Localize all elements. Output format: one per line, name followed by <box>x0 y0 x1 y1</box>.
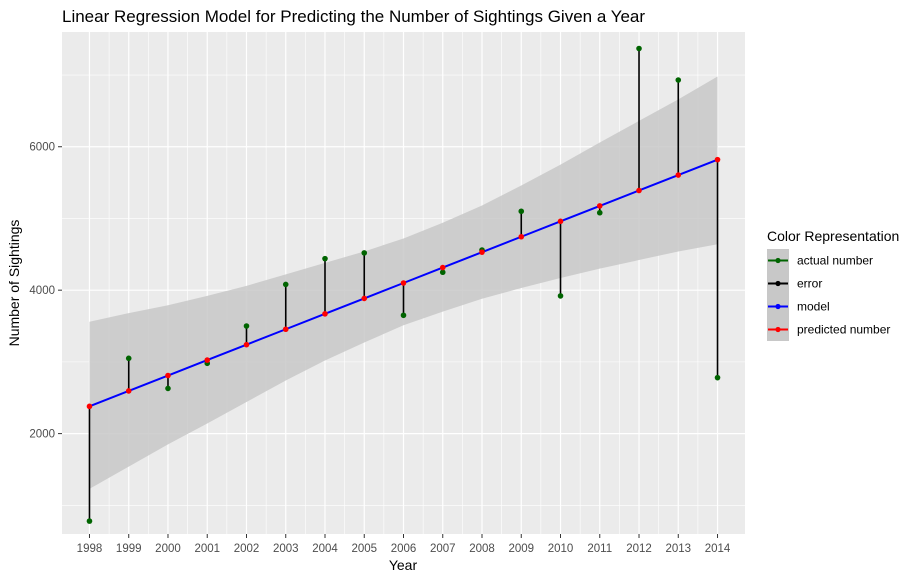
x-tick-label: 2006 <box>391 543 417 555</box>
legend-label: actual number <box>797 254 873 268</box>
predicted-point <box>204 357 211 363</box>
legend-items: actual number error model predicted number <box>767 249 890 341</box>
predicted-point <box>361 295 368 302</box>
predicted-point <box>636 187 642 194</box>
x-tick-label: 2010 <box>548 543 574 555</box>
actual-point <box>243 323 250 329</box>
legend-key-point <box>775 303 781 310</box>
actual-point <box>557 293 564 299</box>
legend-label: model <box>797 300 830 314</box>
x-tick-label: 2004 <box>312 543 338 555</box>
chart-title: Linear Regression Model for Predicting t… <box>62 7 645 26</box>
x-axis-ticks: 1998 1999 2000 2001 2002 2003 2004 2005 2006 2007… <box>77 534 731 555</box>
x-tick-label: 2011 <box>587 543 612 555</box>
predicted-point <box>86 403 93 410</box>
y-tick-label: 2000 <box>29 429 55 441</box>
legend-title: Color Representation <box>767 228 899 244</box>
x-tick-label: 2007 <box>430 543 456 555</box>
predicted-point <box>322 311 328 317</box>
x-tick-label: 2000 <box>155 543 181 555</box>
x-tick-label: 2003 <box>273 543 299 555</box>
x-axis-title: Year <box>389 557 418 573</box>
predicted-point <box>400 280 407 286</box>
actual-point <box>282 281 289 288</box>
y-axis-ticks: 2000 4000 6000 <box>29 142 62 441</box>
actual-point <box>596 209 603 216</box>
x-tick-label: 2002 <box>234 543 260 555</box>
x-tick-label: 2008 <box>469 543 495 555</box>
predicted-point <box>518 233 525 240</box>
legend-key-point <box>775 326 781 333</box>
predicted-point <box>714 156 721 163</box>
actual-point <box>439 269 446 276</box>
predicted-point <box>675 172 682 178</box>
x-tick-label: 2009 <box>508 543 534 555</box>
legend: Color Representation actual number error m… <box>767 228 899 341</box>
actual-point <box>322 255 328 262</box>
actual-point <box>675 77 682 83</box>
predicted-point <box>479 249 485 255</box>
actual-point <box>400 312 407 319</box>
y-axis-title: Number of Sightings <box>6 220 22 347</box>
legend-key-point <box>775 257 781 264</box>
y-tick-label: 6000 <box>29 142 55 154</box>
predicted-point <box>439 264 446 271</box>
x-tick-label: 2001 <box>194 543 220 555</box>
predicted-point <box>596 203 603 209</box>
x-tick-label: 2012 <box>626 543 652 555</box>
actual-point <box>636 45 642 52</box>
legend-label: predicted number <box>797 323 890 337</box>
actual-point <box>361 250 368 256</box>
y-tick-label: 4000 <box>29 285 55 297</box>
points-layer <box>86 45 721 524</box>
actual-point <box>714 374 721 381</box>
x-tick-label: 2014 <box>705 543 731 555</box>
x-tick-label: 2005 <box>351 543 377 555</box>
x-tick-label: 1998 <box>77 543 103 555</box>
x-tick-label: 1999 <box>116 543 142 555</box>
actual-point <box>86 518 93 524</box>
x-tick-label: 2013 <box>665 543 691 555</box>
actual-point <box>125 355 132 362</box>
predicted-point <box>557 218 564 225</box>
predicted-point <box>125 388 132 394</box>
predicted-point <box>282 326 289 333</box>
predicted-point <box>165 372 171 379</box>
actual-point <box>518 208 525 215</box>
predicted-point <box>243 341 250 348</box>
legend-label: error <box>797 277 822 291</box>
legend-key-point <box>775 280 781 287</box>
actual-point <box>165 385 171 392</box>
